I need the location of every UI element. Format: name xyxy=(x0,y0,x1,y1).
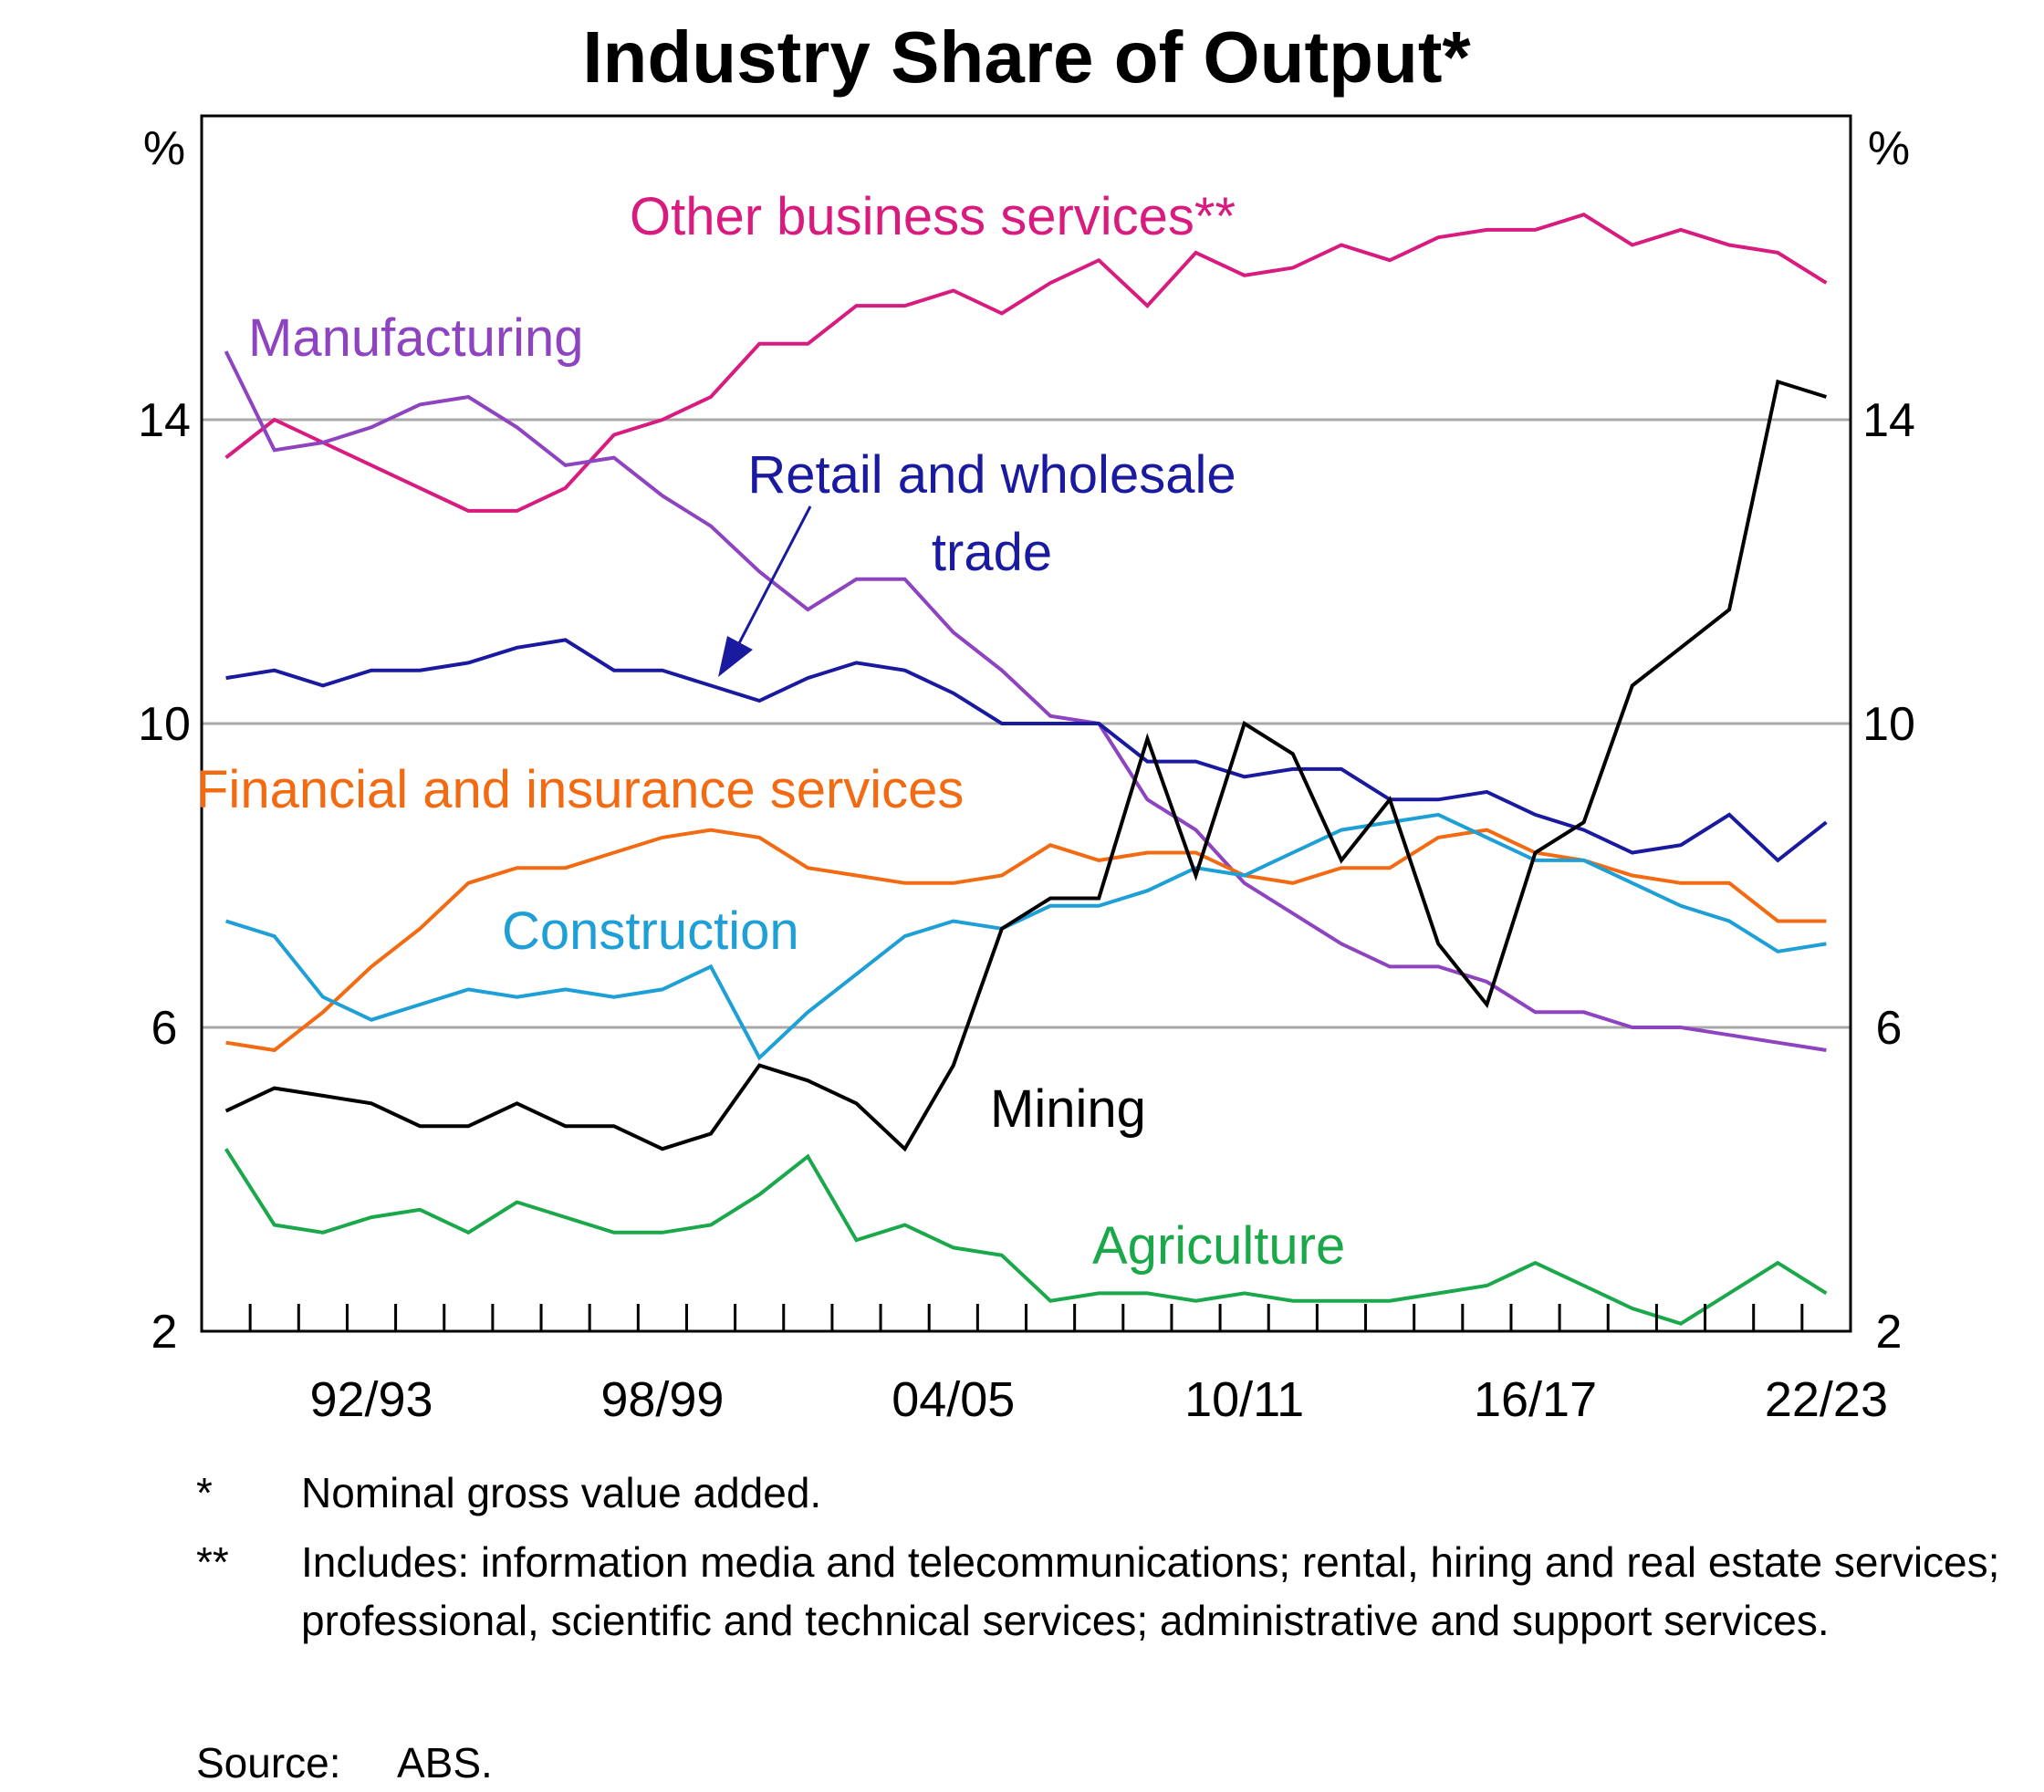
series-line-agriculture xyxy=(224,1148,1828,1326)
y-axis-unit-left: % xyxy=(143,122,185,175)
source-text: ABS. xyxy=(397,1739,493,1787)
y-tick-label-left: 2 xyxy=(151,1306,178,1359)
series-line-financial-and-insurance-services xyxy=(225,828,1827,1053)
y-tick-label-right: 14 xyxy=(1862,394,1915,447)
label-agriculture: Agriculture xyxy=(1092,1216,1345,1276)
label-other-business-services: Other business services** xyxy=(630,187,1236,246)
label-financial-insurance: Financial and insurance services xyxy=(196,760,964,819)
footnote-text: Includes: information media and telecomm… xyxy=(301,1538,2000,1644)
y-tick-label-right: 10 xyxy=(1862,698,1915,751)
label-construction: Construction xyxy=(502,901,799,961)
y-tick-label-left: 10 xyxy=(138,698,191,751)
series-line-other-business-services xyxy=(224,213,1828,513)
industry-share-chart: Industry Share of Output* 2 2 6 6 10 10 14 14 92… xyxy=(138,16,1915,1427)
retail-pointer-arrow xyxy=(718,505,812,677)
footnote-text: Nominal gross value added. xyxy=(301,1469,822,1516)
series-line-retail-and-wholesale-trade xyxy=(225,638,1828,863)
label-retail-line2: trade xyxy=(932,523,1052,582)
footnote-mark: ** xyxy=(196,1538,229,1586)
x-tick-label: 22/23 xyxy=(1765,1372,1888,1427)
y-tick-label-right: 6 xyxy=(1876,1002,1903,1055)
series-line-mining xyxy=(224,379,1827,1152)
x-tick-label: 10/11 xyxy=(1184,1372,1304,1427)
label-mining: Mining xyxy=(990,1079,1146,1139)
y-tick-label-right: 2 xyxy=(1876,1306,1903,1359)
series-line-construction xyxy=(225,812,1827,1061)
label-manufacturing: Manufacturing xyxy=(248,308,584,368)
x-tick-label: 16/17 xyxy=(1474,1372,1597,1427)
x-tick-label: 92/93 xyxy=(309,1372,433,1427)
source-label: Source: xyxy=(196,1739,341,1787)
y-tick-label-left: 14 xyxy=(138,394,191,447)
series-lines xyxy=(224,213,1828,1326)
label-retail-line1: Retail and wholesale xyxy=(747,445,1236,505)
y-tick-label-left: 6 xyxy=(151,1002,178,1055)
axes: 2 2 6 6 10 10 14 14 92/93 98/99 04/05 10/11 16/17 22/… xyxy=(138,394,1915,1427)
x-tick-label: 04/05 xyxy=(892,1372,1015,1427)
chart-title: Industry Share of Output* xyxy=(582,16,1471,98)
footnote-mark: * xyxy=(196,1469,213,1516)
x-tick-label: 98/99 xyxy=(600,1372,724,1427)
y-axis-unit-right: % xyxy=(1868,122,1910,175)
series-line-manufacturing xyxy=(224,350,1827,1052)
